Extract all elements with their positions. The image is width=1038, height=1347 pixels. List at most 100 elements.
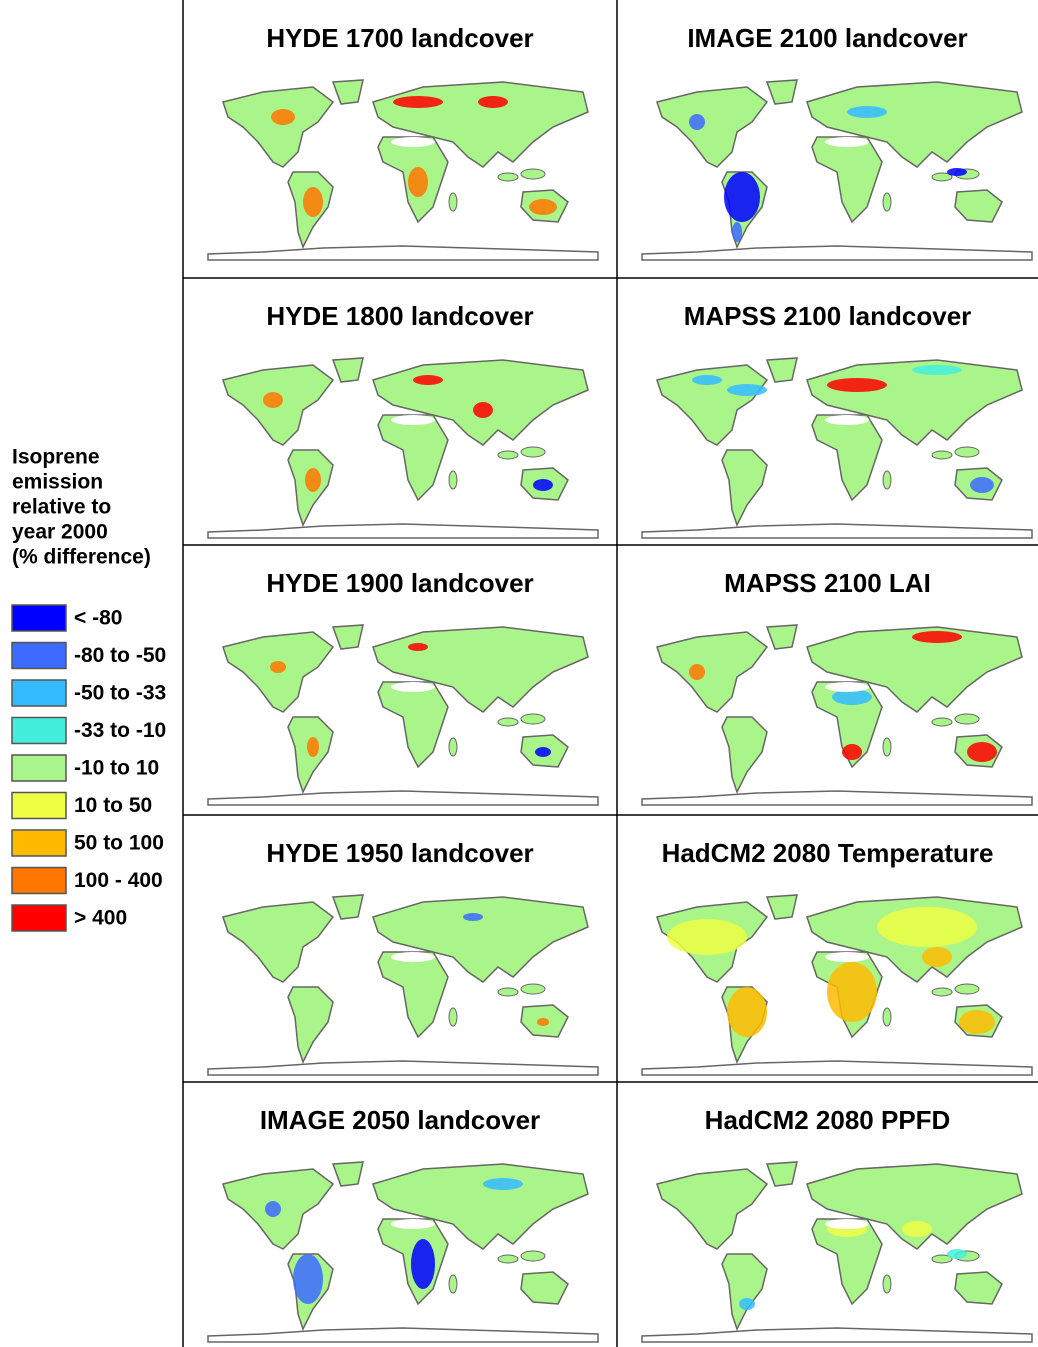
legend-title: emission <box>12 471 103 494</box>
anomaly-patch <box>732 222 742 242</box>
map-base <box>207 357 599 539</box>
map-base <box>641 79 1033 261</box>
legend-swatch <box>11 904 67 932</box>
desert-patch <box>391 1219 435 1229</box>
anomaly-patch <box>667 919 747 955</box>
anomaly-patch <box>393 96 443 108</box>
anomaly-patch <box>727 384 767 396</box>
anomaly-patch <box>922 947 952 967</box>
world-map <box>641 894 1033 1076</box>
world-map <box>207 894 599 1076</box>
anomaly-patch <box>689 664 705 680</box>
panel-title: HYDE 1700 landcover <box>266 23 533 53</box>
anomaly-patch <box>827 962 877 1022</box>
desert-patch <box>825 1219 869 1229</box>
anomaly-patch <box>739 1298 755 1310</box>
panel-title: MAPSS 2100 LAI <box>724 568 931 598</box>
world-map <box>207 1161 599 1343</box>
legend-swatch <box>11 604 67 632</box>
legend-title: relative to <box>12 496 111 519</box>
panel-title: MAPSS 2100 landcover <box>684 301 972 331</box>
legend-label: > 400 <box>74 907 127 930</box>
desert-patch <box>825 952 869 962</box>
legend-label: -80 to -50 <box>74 644 166 667</box>
panel-title: HYDE 1800 landcover <box>266 301 533 331</box>
anomaly-patch <box>408 643 428 651</box>
legend-label: < -80 <box>74 607 122 630</box>
anomaly-patch <box>947 1249 967 1259</box>
panel-title: HadCM2 2080 PPFD <box>705 1105 951 1135</box>
legend-label: 10 to 50 <box>74 794 152 817</box>
panel-title: HYDE 1950 landcover <box>266 838 533 868</box>
anomaly-patch <box>535 747 551 757</box>
anomaly-patch <box>533 479 553 491</box>
world-map <box>207 357 599 539</box>
anomaly-patch <box>408 167 428 197</box>
desert-patch <box>391 682 435 692</box>
anomaly-patch <box>947 168 967 176</box>
anomaly-patch <box>692 375 722 385</box>
world-map <box>641 357 1033 539</box>
panel-title: HYDE 1900 landcover <box>266 568 533 598</box>
anomaly-patch <box>727 987 767 1037</box>
anomaly-patch <box>413 375 443 385</box>
legend-label: 100 - 400 <box>74 869 163 892</box>
anomaly-patch <box>271 109 295 125</box>
world-map <box>641 1161 1033 1343</box>
anomaly-patch <box>307 737 319 757</box>
anomaly-patch <box>877 907 977 947</box>
panel-title: HadCM2 2080 Temperature <box>662 838 994 868</box>
panel-title: IMAGE 2100 landcover <box>687 23 967 53</box>
anomaly-patch <box>473 402 493 418</box>
anomaly-patch <box>832 689 872 705</box>
anomaly-patch <box>842 744 862 760</box>
desert-patch <box>825 682 869 692</box>
legend-title: (% difference) <box>12 546 151 569</box>
legend-swatch <box>11 791 67 820</box>
desert-patch <box>391 137 435 147</box>
legend-label: 50 to 100 <box>74 832 164 855</box>
legend-title: Isoprene <box>12 446 100 469</box>
map-base <box>641 624 1033 806</box>
anomaly-patch <box>967 742 997 762</box>
desert-patch <box>825 137 869 147</box>
anomaly-patch <box>529 199 557 215</box>
anomaly-patch <box>847 106 887 118</box>
map-base <box>207 624 599 806</box>
desert-patch <box>825 415 869 425</box>
map-base <box>207 894 599 1076</box>
anomaly-patch <box>483 1178 523 1190</box>
world-map <box>641 624 1033 806</box>
legend-swatch <box>11 641 67 670</box>
desert-patch <box>391 415 435 425</box>
anomaly-patch <box>478 96 508 108</box>
legend-label: -33 to -10 <box>74 719 166 742</box>
anomaly-patch <box>689 114 705 130</box>
legend-swatch <box>11 716 67 745</box>
anomaly-patch <box>912 631 962 643</box>
world-map <box>207 79 599 261</box>
anomaly-patch <box>293 1254 323 1304</box>
panel-title: IMAGE 2050 landcover <box>260 1105 540 1135</box>
legend-swatch <box>11 866 67 895</box>
map-base <box>207 79 599 261</box>
desert-patch <box>391 952 435 962</box>
anomaly-patch <box>463 913 483 921</box>
anomaly-patch <box>411 1239 435 1289</box>
map-base <box>207 1161 599 1343</box>
anomaly-patch <box>303 187 323 217</box>
legend-title: year 2000 <box>12 521 108 544</box>
anomaly-patch <box>970 477 994 493</box>
anomaly-patch <box>912 365 962 375</box>
anomaly-patch <box>263 392 283 408</box>
anomaly-patch <box>537 1018 549 1026</box>
legend-swatch <box>11 754 67 782</box>
map-base <box>641 1161 1033 1343</box>
anomaly-patch <box>827 378 887 392</box>
anomaly-patch <box>270 661 286 673</box>
anomaly-patch <box>902 1221 932 1237</box>
anomaly-patch <box>305 468 321 492</box>
legend-swatch <box>11 829 67 857</box>
anomaly-patch <box>724 172 760 222</box>
anomaly-patch <box>959 1010 995 1034</box>
